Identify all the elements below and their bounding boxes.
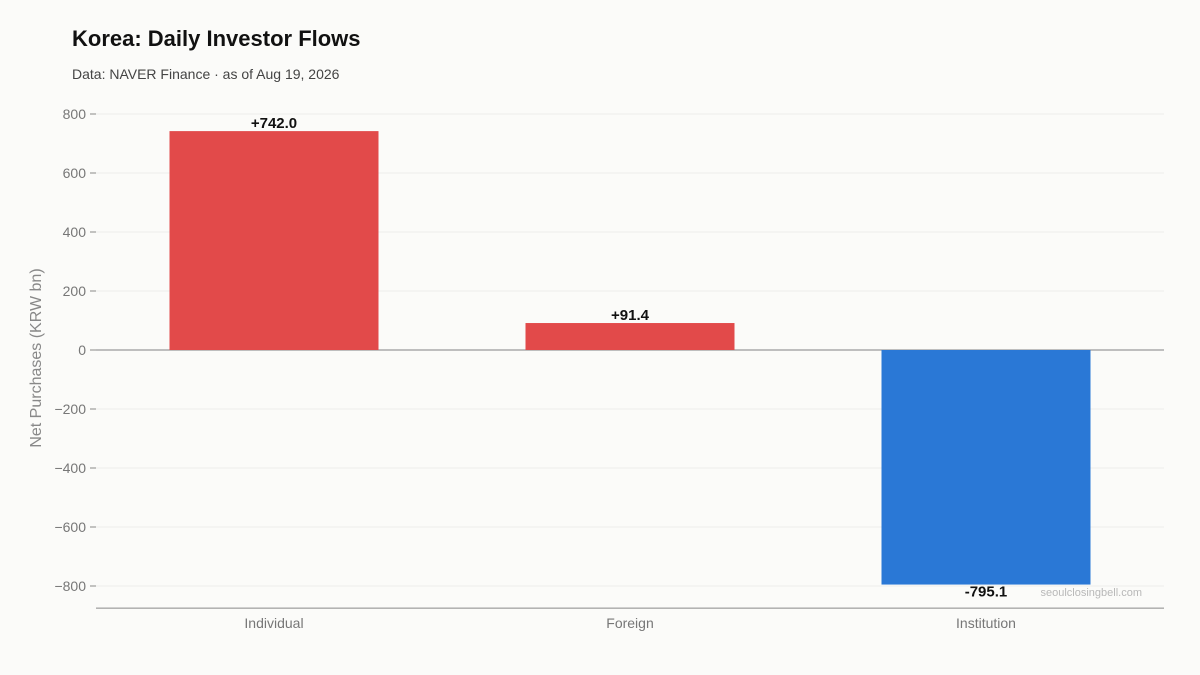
data-labels: +742.0 +91.4 -795.1 (251, 115, 1007, 600)
chart-title: Korea: Daily Investor Flows (72, 26, 361, 51)
x-tick-label: Individual (244, 615, 303, 631)
x-axis: Individual Foreign Institution (96, 607, 1164, 631)
value-label: -795.1 (965, 584, 1008, 601)
y-tick-label: −600 (54, 519, 86, 535)
x-tick-label: Foreign (606, 615, 653, 631)
y-tick-label: 400 (63, 224, 87, 240)
y-axis-title: Net Purchases (KRW bn) (28, 268, 45, 447)
x-tick-label: Institution (956, 615, 1016, 631)
watermark-text: seoulclosingbell.com (1041, 587, 1143, 599)
bar-institution (881, 350, 1091, 585)
bar-individual (169, 131, 379, 350)
y-tick-label: 200 (63, 283, 87, 299)
y-tick-label: 0 (78, 342, 86, 358)
y-tick-label: −400 (54, 460, 86, 476)
y-tick-label: −800 (54, 578, 86, 594)
value-label: +91.4 (611, 307, 650, 324)
bars (169, 131, 1091, 585)
chart-subtitle: Data: NAVER Finance · as of Aug 19, 2026 (72, 66, 340, 82)
y-tick-label: 800 (63, 106, 87, 122)
bar-foreign (525, 323, 735, 350)
y-tick-label: 600 (63, 165, 87, 181)
grid-lines (96, 113, 1164, 587)
value-label: +742.0 (251, 115, 297, 132)
y-tick-label: −200 (54, 401, 86, 417)
